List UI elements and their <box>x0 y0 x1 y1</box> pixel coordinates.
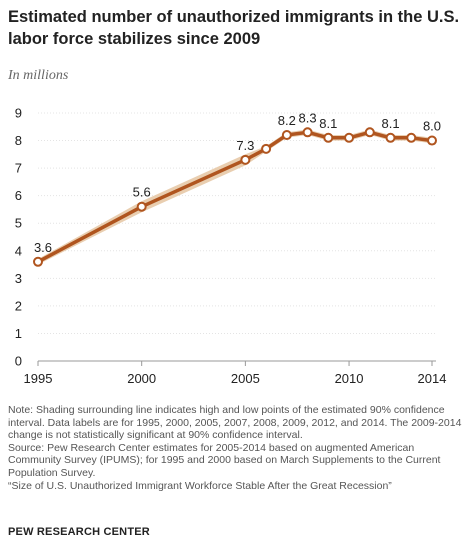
x-tick-label: 1995 <box>24 371 53 386</box>
y-tick-label: 4 <box>15 243 22 258</box>
data-point <box>302 127 313 138</box>
y-tick-label: 5 <box>15 216 22 231</box>
data-label: 8.3 <box>299 110 317 125</box>
data-point <box>406 132 417 143</box>
line-chart: 0 1 2 3 4 5 6 7 8 9 1995 2000 2005 2010 2014 3.6 5.6 7.3 8… <box>15 106 447 387</box>
data-label: 8.0 <box>423 119 441 134</box>
data-point <box>261 143 272 154</box>
footnotes: Note: Shading surrounding line indicates… <box>8 404 466 492</box>
data-label: 3.6 <box>34 240 52 255</box>
y-tick-label: 0 <box>15 354 22 369</box>
report-title: “Size of U.S. Unauthorized Immigrant Wor… <box>8 479 392 492</box>
x-tick-label: 2000 <box>127 371 156 386</box>
series-line <box>37 130 433 264</box>
x-tick-label: 2005 <box>231 371 260 386</box>
data-point <box>364 127 375 138</box>
note-text: Note: Shading surrounding line indicates… <box>8 404 462 442</box>
x-tick-label: 2014 <box>418 371 447 386</box>
y-tick-label: 9 <box>15 106 22 121</box>
data-point <box>136 201 147 212</box>
x-tick-label: 2010 <box>335 371 364 386</box>
y-tick-label: 6 <box>15 188 22 203</box>
y-tick-label: 3 <box>15 271 22 286</box>
data-point <box>323 132 334 143</box>
y-tick-label: 2 <box>15 298 22 313</box>
chart-title: Estimated number of unauthorized immigra… <box>8 8 460 48</box>
data-label: 8.1 <box>319 116 337 131</box>
y-tick-label: 7 <box>15 161 22 176</box>
y-tick-label: 8 <box>15 133 22 148</box>
data-point <box>344 132 355 143</box>
data-label: 8.2 <box>278 113 296 128</box>
data-point <box>33 256 43 267</box>
confidence-band <box>38 129 432 265</box>
brand-logo-text: PEW RESEARCH CENTER <box>8 526 150 538</box>
y-tick-label: 1 <box>15 326 22 341</box>
source-text: Source: Pew Research Center estimates fo… <box>8 441 441 479</box>
data-label: 5.6 <box>133 185 151 200</box>
data-label: 8.1 <box>381 116 399 131</box>
data-point <box>385 132 396 143</box>
data-label: 7.3 <box>236 138 254 153</box>
data-point <box>427 135 437 146</box>
chart-subtitle: In millions <box>8 68 69 83</box>
data-point <box>281 130 292 141</box>
data-point <box>240 154 251 165</box>
